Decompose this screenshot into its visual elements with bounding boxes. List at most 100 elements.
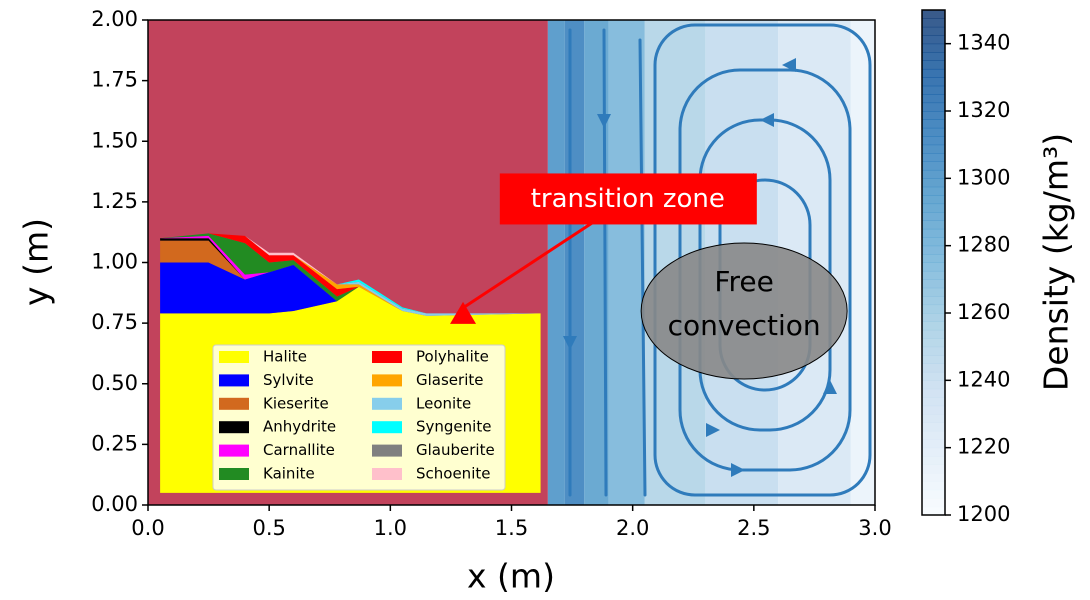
legend-swatch — [219, 445, 249, 457]
legend-label: Carnallite — [263, 441, 335, 459]
legend: Halite Sylvite Kieserite Anhydrite Carnallit… — [213, 345, 505, 490]
legend-swatch — [372, 351, 402, 363]
colorbar-cell — [922, 119, 945, 128]
colorbar-cell — [922, 305, 945, 314]
colorbar-cell — [922, 456, 945, 465]
y-tick-label: 0.75 — [91, 310, 138, 334]
legend-swatch — [372, 445, 402, 457]
colorbar-cell — [922, 178, 945, 187]
colorbar-cell — [922, 229, 945, 238]
colorbar-cell — [922, 263, 945, 272]
colorbar-cell — [922, 380, 945, 389]
colorbar-cell — [922, 52, 945, 61]
annotation-text: transition zone — [531, 184, 725, 214]
legend-label: Halite — [263, 348, 307, 366]
colorbar-cell — [922, 347, 945, 356]
annotation-text: Free — [714, 265, 773, 298]
x-tick-label: 1.0 — [374, 516, 407, 540]
colorbar-tick-label: 1240 — [957, 367, 1010, 391]
legend-label: Kieserite — [263, 394, 329, 412]
y-axis-label: y (m) — [17, 218, 56, 306]
legend-swatch — [219, 468, 249, 480]
colorbar-label: Density (kg/m³) — [1037, 133, 1076, 391]
legend-label: Anhydrite — [263, 418, 336, 436]
colorbar-tick-label: 1220 — [957, 435, 1010, 459]
y-tick-label: 1.75 — [91, 68, 138, 92]
colorbar-cell — [922, 10, 945, 19]
y-tick-label: 1.50 — [91, 128, 138, 152]
colorbar-cell — [922, 86, 945, 95]
x-tick-label: 3.0 — [858, 516, 891, 540]
legend-label: Leonite — [416, 394, 471, 412]
colorbar-cell — [922, 254, 945, 263]
legend-label: Glauberite — [416, 441, 495, 459]
x-tick-label: 1.5 — [495, 516, 528, 540]
colorbar-cell — [922, 296, 945, 305]
colorbar-cell — [922, 94, 945, 103]
colorbar-cell — [922, 44, 945, 53]
colorbar-cell — [922, 170, 945, 179]
y-tick-label: 1.25 — [91, 189, 138, 213]
colorbar-cell — [922, 414, 945, 423]
chart: 0.00.51.01.52.02.53.00.000.250.500.751.0… — [0, 0, 1090, 600]
colorbar-tick-label: 1300 — [957, 165, 1010, 189]
y-tick-label: 0.50 — [91, 371, 138, 395]
colorbar-cell — [922, 145, 945, 154]
colorbar-cell — [922, 338, 945, 347]
colorbar-cell — [922, 237, 945, 246]
legend-label: Schoenite — [416, 465, 490, 483]
legend-swatch — [219, 351, 249, 363]
colorbar-cell — [922, 372, 945, 381]
colorbar-cell — [922, 220, 945, 229]
colorbar-tick-label: 1320 — [957, 98, 1010, 122]
colorbar-cell — [922, 406, 945, 415]
colorbar-cell — [922, 498, 945, 507]
legend-swatch — [372, 421, 402, 433]
legend-label: Sylvite — [263, 371, 314, 389]
colorbar: 12001220124012601280130013201340Density … — [922, 10, 1076, 526]
colorbar-cell — [922, 481, 945, 490]
legend-label: Kainite — [263, 465, 315, 483]
colorbar-cell — [922, 61, 945, 70]
colorbar-cell — [922, 128, 945, 137]
colorbar-cell — [922, 18, 945, 27]
colorbar-cell — [922, 162, 945, 171]
colorbar-cell — [922, 397, 945, 406]
legend-label: Syngenite — [416, 418, 491, 436]
colorbar-tick-label: 1260 — [957, 300, 1010, 324]
legend-label: Glaserite — [416, 371, 483, 389]
colorbar-cell — [922, 465, 945, 474]
y-tick-label: 1.00 — [91, 250, 138, 274]
colorbar-cell — [922, 204, 945, 213]
colorbar-cell — [922, 35, 945, 44]
colorbar-cell — [922, 279, 945, 288]
y-tick-label: 0.00 — [91, 492, 138, 516]
colorbar-cell — [922, 271, 945, 280]
legend-swatch — [219, 421, 249, 433]
colorbar-cell — [922, 288, 945, 297]
y-tick-label: 0.25 — [91, 431, 138, 455]
legend-label: Polyhalite — [416, 348, 489, 366]
colorbar-cell — [922, 330, 945, 339]
colorbar-cell — [922, 153, 945, 162]
legend-swatch — [372, 374, 402, 386]
colorbar-cell — [922, 136, 945, 145]
colorbar-cell — [922, 422, 945, 431]
colorbar-cell — [922, 77, 945, 86]
colorbar-cell — [922, 448, 945, 457]
colorbar-cell — [922, 507, 945, 516]
colorbar-cell — [922, 195, 945, 204]
colorbar-cell — [922, 212, 945, 221]
colorbar-cell — [922, 246, 945, 255]
colorbar-cell — [922, 187, 945, 196]
x-tick-label: 0.0 — [131, 516, 164, 540]
density-cell — [565, 20, 584, 505]
colorbar-cell — [922, 389, 945, 398]
colorbar-cell — [922, 313, 945, 322]
colorbar-cell — [922, 431, 945, 440]
legend-swatch — [372, 398, 402, 410]
colorbar-cell — [922, 103, 945, 112]
y-tick-label: 2.00 — [91, 7, 138, 31]
legend-swatch — [219, 398, 249, 410]
colorbar-cell — [922, 321, 945, 330]
